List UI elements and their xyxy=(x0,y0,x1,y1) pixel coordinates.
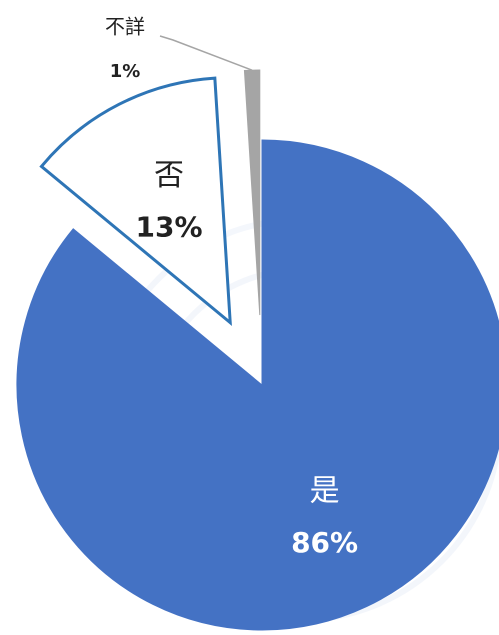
category-label: 是 xyxy=(310,474,340,509)
value-label: 13% xyxy=(136,211,203,244)
category-label: 不詳 xyxy=(105,15,145,39)
category-label: 否 xyxy=(154,158,184,193)
value-label: 1% xyxy=(110,61,141,82)
chart: 是 86% 否 13% 不詳 1% xyxy=(0,0,499,635)
leader-line xyxy=(160,36,252,70)
value-label: 86% xyxy=(291,526,358,559)
